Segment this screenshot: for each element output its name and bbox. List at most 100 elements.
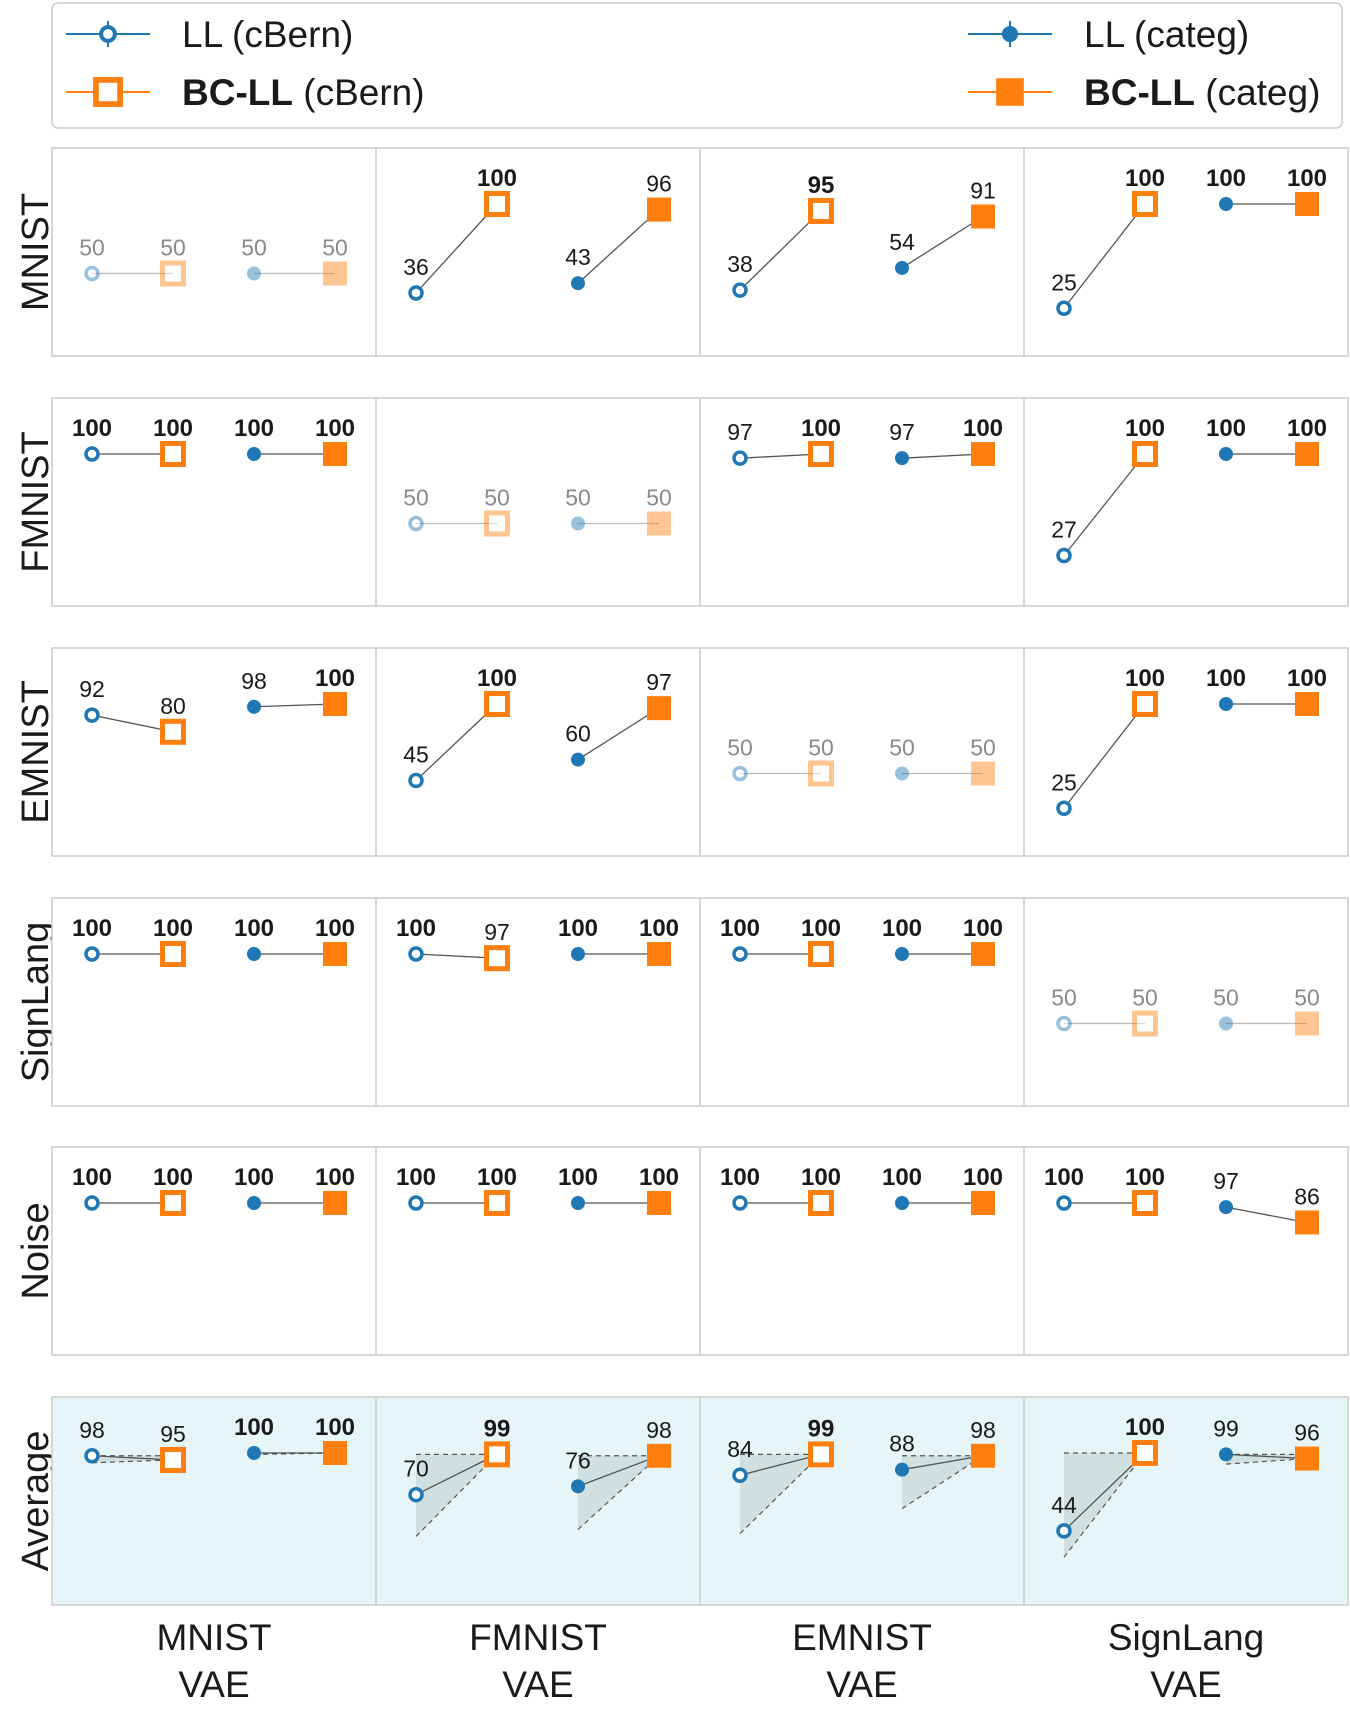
data-label: 100	[72, 415, 112, 442]
data-label: 100	[1206, 665, 1246, 692]
data-label: 100	[801, 915, 841, 942]
cell-3-3: 50 50 50 50	[1051, 985, 1320, 1037]
data-label: 98	[646, 1417, 672, 1443]
legend-marker	[99, 25, 117, 43]
marker-ll-cbern	[732, 1467, 748, 1483]
data-label: 100	[234, 1164, 274, 1191]
pair-line	[415, 203, 498, 294]
data-label: 99	[1213, 1415, 1239, 1441]
data-label: 50	[565, 485, 591, 511]
cell-4-2: 100 100 100 100	[720, 1164, 1003, 1216]
marker-bcll-cbern	[160, 260, 186, 287]
range-lower-line	[415, 1453, 498, 1537]
legend-label-bold: BC-LL	[182, 72, 293, 113]
data-label: 99	[808, 1415, 835, 1442]
marker-bcll-categ	[1295, 1011, 1319, 1036]
marker-bcll-categ	[1295, 442, 1319, 466]
marker-bcll-cbern	[484, 510, 510, 537]
data-label: 100	[963, 915, 1003, 942]
marker-bcll-categ	[971, 942, 995, 966]
data-label: 100	[801, 415, 841, 442]
marker-bcll-cbern	[1132, 441, 1158, 467]
data-label: 97	[727, 419, 753, 445]
cell-1-0: 100 100 100 100	[72, 415, 355, 467]
marker-ll-categ	[571, 752, 585, 767]
data-label: 100	[1125, 1414, 1165, 1441]
legend-label: BC-LL (cBern)	[182, 72, 425, 113]
marker-ll-cbern	[408, 772, 424, 789]
data-label: 97	[646, 669, 672, 695]
data-label: 25	[1051, 269, 1077, 295]
data-label: 50	[241, 235, 267, 261]
marker-ll-cbern	[1056, 1015, 1072, 1032]
cell-0-0: 50 50 50 50	[79, 235, 348, 287]
marker-ll-categ	[1219, 197, 1233, 211]
data-label: 100	[477, 665, 517, 692]
range-lower-line	[577, 1455, 660, 1530]
data-label: 98	[241, 668, 267, 694]
marker-bcll-categ	[1295, 192, 1319, 216]
column-label-line2: VAE	[178, 1664, 249, 1705]
row-label: MNIST	[15, 193, 57, 311]
cell-3-1: 100 97 100 100	[396, 915, 679, 972]
marker-bcll-cbern	[1132, 1190, 1158, 1216]
data-label: 100	[477, 1164, 517, 1191]
data-label: 45	[403, 741, 429, 767]
data-label: 100	[153, 1164, 193, 1191]
cell-2-3: 25 100 100 100	[1051, 665, 1327, 816]
data-label: 38	[727, 251, 753, 277]
pair-line	[1225, 1206, 1308, 1224]
marker-bcll-cbern	[160, 1190, 186, 1216]
cell-4-3: 100 100 97 86	[1044, 1164, 1320, 1235]
data-label: 50	[1051, 985, 1077, 1011]
range-lower-line	[1225, 1457, 1308, 1465]
data-label: 100	[1044, 1164, 1084, 1191]
data-label: 100	[963, 415, 1003, 442]
legend-label: BC-LL (categ)	[1084, 72, 1320, 113]
marker-bcll-cbern	[808, 197, 834, 224]
row-label: Average	[15, 1431, 57, 1572]
column-label-line2: VAE	[1150, 1664, 1221, 1705]
data-label: 100	[558, 915, 598, 942]
data-label: 100	[315, 915, 355, 942]
marker-bcll-cbern	[484, 1190, 510, 1216]
marker-ll-categ	[1219, 1200, 1233, 1215]
marker-ll-categ	[571, 1196, 585, 1210]
marker-bcll-categ	[1295, 692, 1319, 716]
data-label: 50	[403, 485, 429, 511]
pair-line	[739, 1453, 822, 1476]
marker-ll-categ	[571, 276, 585, 291]
cell-0-1: 36 100 43 96	[403, 165, 672, 301]
data-label: 50	[484, 485, 510, 511]
marker-bcll-cbern	[1132, 1010, 1158, 1037]
data-label: 50	[1294, 985, 1320, 1011]
marker-ll-categ	[895, 1462, 909, 1477]
data-label: 84	[727, 1436, 753, 1462]
legend-item-bcll_cbern: BC-LL (cBern)	[66, 72, 425, 113]
data-label: 50	[808, 735, 834, 761]
marker-bcll-categ	[971, 204, 995, 229]
data-label: 36	[403, 254, 429, 280]
marker-ll-categ	[571, 516, 585, 531]
marker-ll-cbern	[732, 1195, 748, 1211]
data-label: 100	[1206, 415, 1246, 442]
pair-line	[1063, 1452, 1146, 1532]
cell-2-0: 92 80 98 100	[79, 665, 355, 745]
data-label: 100	[234, 415, 274, 442]
marker-ll-categ	[247, 447, 261, 461]
marker-bcll-cbern	[1132, 691, 1158, 717]
pair-line	[901, 215, 984, 269]
data-label: 86	[1294, 1183, 1320, 1209]
marker-bcll-categ	[647, 1191, 671, 1215]
row-2: 92 80 98 100 45 100 60 97 50 50 50 50 25 100 100 100	[51, 647, 1349, 857]
marker-bcll-cbern	[484, 191, 510, 217]
data-label: 100	[72, 1164, 112, 1191]
marker-bcll-cbern	[1132, 1440, 1158, 1466]
data-label: 99	[484, 1415, 511, 1442]
marker-bcll-categ	[647, 197, 671, 222]
marker-ll-categ	[895, 766, 909, 781]
marker-bcll-cbern	[160, 718, 186, 745]
marker-ll-categ	[247, 1446, 261, 1460]
data-label: 95	[808, 172, 835, 199]
